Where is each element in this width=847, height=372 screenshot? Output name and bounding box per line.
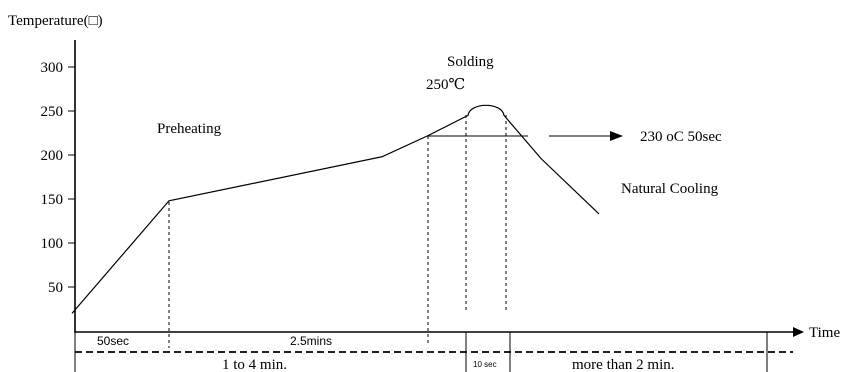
segment-2-5mins: 2.5mins (290, 334, 332, 348)
x-axis-title: Time (809, 325, 840, 341)
segment-1-to-4-min: 1 to 4 min. (222, 357, 287, 372)
y-ticks: 50 100 150 200 250 300 (41, 60, 75, 296)
y-tick-label-100: 100 (41, 236, 64, 252)
segment-more-than-2-min: more than 2 min. (572, 357, 674, 372)
temperature-profile-line (71, 104, 600, 314)
hold-arrow-head (610, 131, 623, 141)
x-axis-arrow (793, 327, 804, 337)
label-hold: 230 oC 50sec (640, 129, 722, 145)
segment-10-sec: 10 sec (473, 360, 497, 369)
label-preheating: Preheating (157, 121, 222, 137)
y-axis-title: Temperature(□) (8, 13, 103, 29)
y-tick-label-200: 200 (41, 148, 64, 164)
phase-markers (168, 115, 507, 348)
label-peak-temp: 250℃ (426, 77, 465, 93)
label-solding: Solding (447, 54, 494, 70)
y-tick-label-250: 250 (41, 104, 64, 120)
segment-50sec: 50sec (97, 334, 129, 348)
y-tick-label-150: 150 (41, 192, 64, 208)
y-tick-label-50: 50 (48, 280, 63, 296)
label-natural-cooling: Natural Cooling (621, 181, 719, 197)
y-tick-label-300: 300 (41, 60, 64, 76)
